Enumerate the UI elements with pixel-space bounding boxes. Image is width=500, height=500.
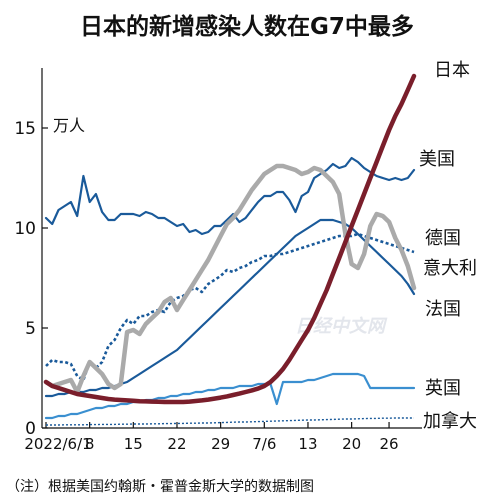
series-group — [43, 73, 417, 426]
series-label-美国: 美国 — [419, 149, 455, 170]
x-tick-label: 29 — [211, 435, 230, 453]
x-tick-label: 13 — [298, 435, 317, 453]
series-label-法国: 法国 — [425, 299, 461, 320]
series-line-意大利 — [44, 218, 416, 398]
x-tick-label: 22 — [167, 435, 186, 453]
series-line-日本 — [43, 73, 417, 405]
watermark: 日经中文网 — [295, 316, 388, 337]
x-tick-label: 8 — [85, 435, 95, 453]
series-line-英国 — [44, 372, 416, 420]
series-line-法国 — [43, 163, 417, 395]
chart-title: 日本的新增感染人数在G7中最多 — [80, 13, 414, 40]
series-label-英国: 英国 — [425, 378, 461, 399]
x-tick-label: 26 — [380, 435, 399, 453]
series-label-德国: 德国 — [425, 228, 461, 249]
series-line-德国 — [45, 232, 415, 382]
series-line-加拿大 — [46, 417, 414, 426]
x-tick-label: 7/6 — [252, 435, 276, 453]
y-tick-label: 5 — [25, 319, 36, 339]
x-tick-label: 20 — [342, 435, 361, 453]
axes: 0 5 10 15 2022/6/18 15 22 29 7/6 13 20 26 — [14, 68, 422, 453]
series-label-加拿大: 加拿大 — [423, 410, 477, 432]
source-note: （注）根据美国约翰斯・霍普金斯大学的数据制图 — [6, 479, 314, 495]
x-tick-label: 2022/6/1 — [24, 435, 91, 453]
y-tick-label: 0 — [25, 419, 36, 439]
series-label-意大利: 意大利 — [423, 258, 477, 279]
x-tick-label: 15 — [124, 435, 143, 453]
series-label-日本: 日本 — [434, 60, 470, 81]
unit-label: 万人 — [53, 116, 85, 135]
y-tick-label: 15 — [14, 119, 36, 139]
series-line-美国 — [44, 156, 416, 236]
y-tick-label: 10 — [14, 219, 36, 239]
